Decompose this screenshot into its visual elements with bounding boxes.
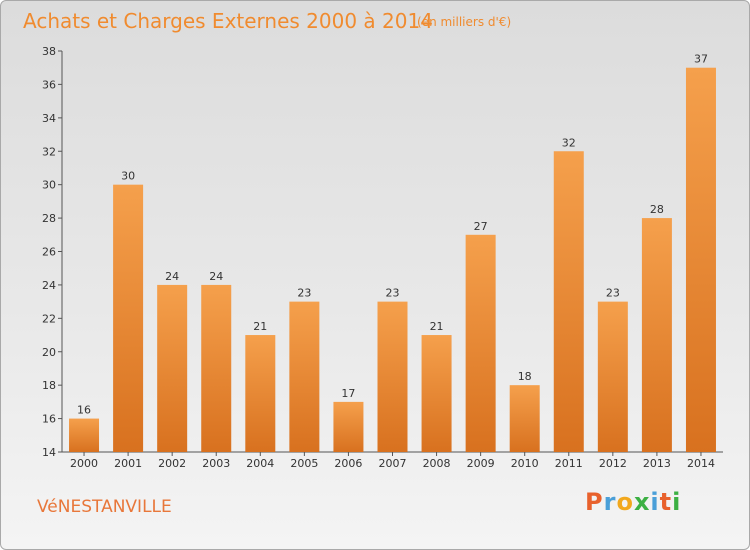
logo-letter: o bbox=[616, 488, 634, 516]
x-tick-label-2009: 2009 bbox=[467, 457, 495, 470]
value-label-2012: 23 bbox=[606, 287, 620, 300]
y-tick-label: 36 bbox=[42, 78, 56, 91]
y-tick-label: 38 bbox=[42, 45, 56, 58]
chart-subtitle: (en milliers d'€) bbox=[417, 15, 512, 29]
x-tick-label-2008: 2008 bbox=[423, 457, 451, 470]
chart-title: Achats et Charges Externes 2000 à 2014 bbox=[23, 9, 433, 33]
value-label-2008: 21 bbox=[430, 320, 444, 333]
bar-2008 bbox=[421, 335, 452, 452]
bar-2003 bbox=[201, 284, 232, 452]
logo-letter: i bbox=[672, 488, 682, 516]
value-label-2009: 27 bbox=[474, 220, 488, 233]
value-label-2003: 24 bbox=[209, 270, 223, 283]
y-tick-label: 20 bbox=[42, 346, 56, 359]
bar-2010 bbox=[509, 385, 540, 452]
y-tick-label: 18 bbox=[42, 379, 56, 392]
bar-2007 bbox=[377, 301, 408, 452]
value-label-2013: 28 bbox=[650, 203, 664, 216]
bar-2000 bbox=[69, 418, 100, 452]
bar-2012 bbox=[597, 301, 628, 452]
value-label-2005: 23 bbox=[297, 287, 311, 300]
bar-2002 bbox=[157, 284, 188, 452]
logo-letter: P bbox=[585, 488, 604, 516]
bar-2004 bbox=[245, 335, 276, 452]
value-label-2004: 21 bbox=[253, 320, 267, 333]
x-tick-label-2000: 2000 bbox=[70, 457, 98, 470]
x-tick-label-2006: 2006 bbox=[334, 457, 362, 470]
bar-2011 bbox=[553, 151, 584, 452]
y-tick-label: 22 bbox=[42, 312, 56, 325]
y-tick-label: 32 bbox=[42, 145, 56, 158]
x-tick-label-2014: 2014 bbox=[687, 457, 715, 470]
commune-name: VéNESTANVILLE bbox=[37, 497, 172, 517]
x-tick-label-2007: 2007 bbox=[379, 457, 407, 470]
value-label-2000: 16 bbox=[77, 404, 91, 417]
x-tick-label-2002: 2002 bbox=[158, 457, 186, 470]
value-label-2002: 24 bbox=[165, 270, 179, 283]
y-tick-label: 26 bbox=[42, 246, 56, 259]
y-tick-label: 16 bbox=[42, 413, 56, 426]
y-tick-label: 34 bbox=[42, 112, 56, 125]
logo-letter: x bbox=[633, 488, 651, 516]
proxiti-logo[interactable]: Proxiti bbox=[585, 488, 681, 516]
bar-2009 bbox=[465, 234, 496, 452]
x-tick-label-2011: 2011 bbox=[555, 457, 583, 470]
bar-2013 bbox=[641, 218, 672, 452]
x-tick-label-2012: 2012 bbox=[599, 457, 627, 470]
bar-2001 bbox=[113, 184, 144, 452]
x-tick-label-2004: 2004 bbox=[246, 457, 274, 470]
x-tick-label-2010: 2010 bbox=[511, 457, 539, 470]
x-tick-label-2001: 2001 bbox=[114, 457, 142, 470]
value-label-2011: 32 bbox=[562, 136, 576, 149]
bar-2014 bbox=[685, 67, 716, 452]
value-label-2006: 17 bbox=[341, 387, 355, 400]
value-label-2014: 37 bbox=[694, 53, 708, 66]
y-tick-label: 28 bbox=[42, 212, 56, 225]
logo-letter: i bbox=[650, 488, 660, 516]
y-tick-label: 14 bbox=[42, 446, 56, 459]
bar-2006 bbox=[333, 401, 364, 452]
bar-2005 bbox=[289, 301, 320, 452]
value-label-2007: 23 bbox=[386, 287, 400, 300]
value-label-2010: 18 bbox=[518, 370, 532, 383]
x-tick-label-2005: 2005 bbox=[290, 457, 318, 470]
x-tick-label-2013: 2013 bbox=[643, 457, 671, 470]
x-tick-label-2003: 2003 bbox=[202, 457, 230, 470]
y-tick-label: 24 bbox=[42, 279, 56, 292]
logo-letter: t bbox=[659, 488, 673, 516]
value-label-2001: 30 bbox=[121, 170, 135, 183]
y-tick-label: 30 bbox=[42, 179, 56, 192]
logo-letter: r bbox=[603, 488, 617, 516]
